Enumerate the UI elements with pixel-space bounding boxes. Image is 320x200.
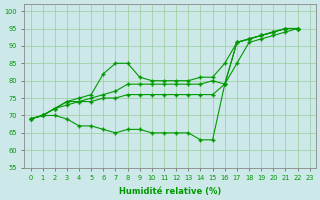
X-axis label: Humidité relative (%): Humidité relative (%) (119, 187, 221, 196)
